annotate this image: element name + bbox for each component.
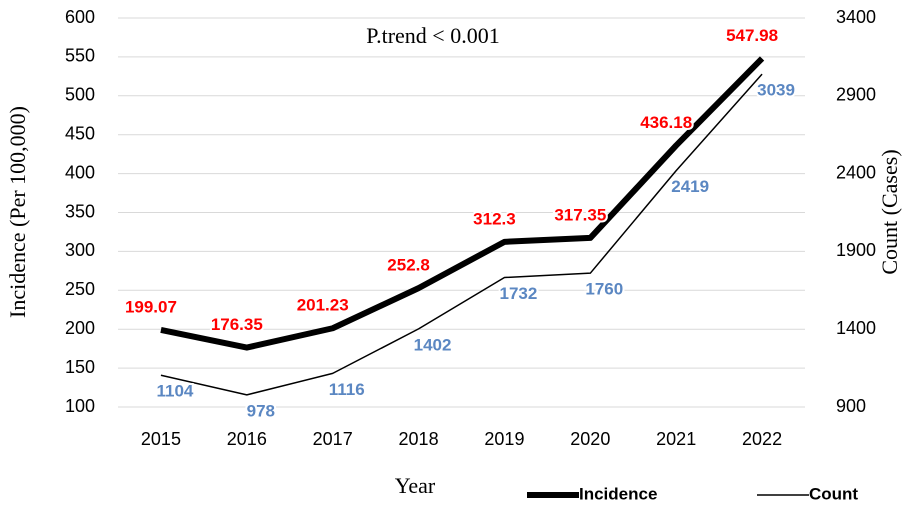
x-tick-label: 2022 — [742, 429, 782, 449]
data-label: 199.07 — [125, 297, 177, 316]
y2-tick-label: 2900 — [836, 85, 876, 105]
x-tick-label: 2021 — [656, 429, 696, 449]
y-axis-label: Incidence (Per 100,000) — [5, 106, 30, 318]
x-tick-label: 2018 — [399, 429, 439, 449]
data-label: 436.18 — [640, 113, 692, 132]
data-label: 1732 — [500, 284, 538, 303]
data-label: 317.35 — [554, 205, 606, 224]
legend-label: Incidence — [579, 484, 657, 503]
data-label: 252.8 — [387, 256, 430, 275]
y2-tick-label: 1900 — [836, 240, 876, 260]
y-tick-label: 600 — [65, 7, 95, 27]
data-label: 1760 — [585, 280, 623, 299]
data-label: 1116 — [329, 380, 365, 399]
y-tick-label: 350 — [65, 201, 95, 221]
y-tick-label: 400 — [65, 162, 95, 182]
x-tick-label: 2016 — [227, 429, 267, 449]
data-label: 1402 — [414, 335, 452, 354]
y-tick-label: 500 — [65, 85, 95, 105]
data-label: 176.35 — [211, 315, 263, 334]
legend-label: Count — [809, 484, 858, 503]
data-label: 1104 — [156, 382, 193, 401]
y-tick-label: 450 — [65, 123, 95, 143]
x-axis-label: Year — [395, 473, 436, 498]
x-tick-label: 2015 — [141, 429, 181, 449]
y-tick-label: 150 — [65, 357, 95, 377]
y-tick-label: 250 — [65, 279, 95, 299]
data-label: 2419 — [671, 177, 709, 196]
y2-tick-label: 3400 — [836, 7, 876, 27]
series-line — [160, 56, 765, 351]
y2-tick-label: 2400 — [836, 162, 876, 182]
data-label: 978 — [247, 401, 275, 420]
y2-axis-label: Count (Cases) — [877, 149, 902, 274]
y2-tick-label: 900 — [836, 396, 866, 416]
data-label: 312.3 — [473, 209, 516, 228]
y-tick-label: 200 — [65, 318, 95, 338]
y-tick-label: 300 — [65, 240, 95, 260]
annotation: P.trend < 0.001 — [366, 23, 499, 48]
data-label: 547.98 — [726, 26, 778, 45]
data-label: 3039 — [757, 81, 795, 100]
x-tick-label: 2017 — [313, 429, 353, 449]
x-tick-label: 2019 — [484, 429, 524, 449]
y2-tick-label: 1400 — [836, 318, 876, 338]
series-line — [160, 73, 763, 396]
x-tick-label: 2020 — [570, 429, 610, 449]
y-tick-label: 550 — [65, 46, 95, 66]
data-label: 201.23 — [297, 296, 349, 315]
y-tick-label: 100 — [65, 396, 95, 416]
